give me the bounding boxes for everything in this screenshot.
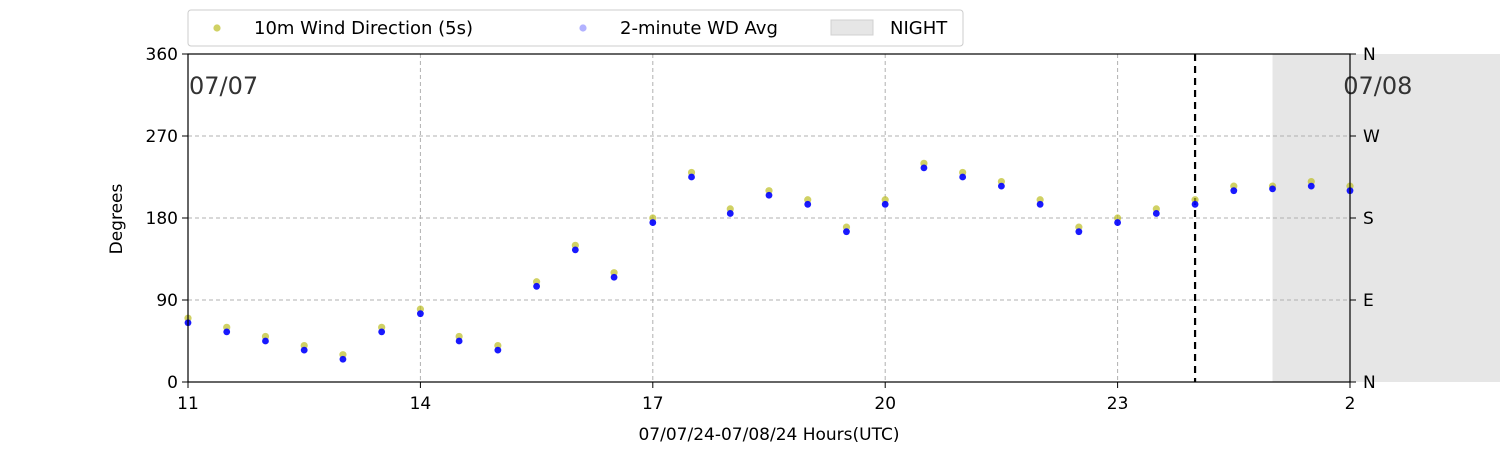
x-tick-label: 14: [410, 394, 432, 414]
day-label: 07/08: [1343, 72, 1412, 100]
data-point: [920, 164, 928, 172]
legend-label: 10m Wind Direction (5s): [254, 18, 473, 39]
data-point: [843, 228, 850, 236]
data-point: [1307, 182, 1315, 190]
legend-label: NIGHT: [890, 18, 948, 39]
x-tick-label: 23: [1107, 394, 1129, 414]
x-tick-label: 20: [874, 394, 896, 414]
data-point: [881, 200, 889, 208]
data-point: [300, 346, 308, 354]
data-point: [649, 219, 657, 226]
legend: 10m Wind Direction (5s) 2-minute WD Avg NI…: [187, 9, 964, 47]
data-point: [378, 328, 386, 336]
y2-tick-label: W: [1363, 127, 1380, 147]
data-point: [1191, 200, 1199, 208]
y2-tick-label: S: [1363, 209, 1374, 229]
x-tick-label: 2: [1345, 394, 1356, 414]
data-point: [1269, 185, 1276, 193]
day-label: 07/07: [189, 72, 258, 100]
data-point: [571, 246, 579, 254]
legend-label: 2-minute WD Avg: [620, 18, 778, 39]
night-span: [1272, 54, 1500, 382]
x-tick-label: 17: [642, 394, 664, 414]
y2-tick-label: E: [1363, 291, 1374, 311]
data-point: [1152, 210, 1160, 217]
data-point: [262, 337, 269, 345]
data-point: [726, 210, 734, 217]
x-axis-label: 07/07/24-07/08/24 Hours(UTC): [638, 425, 899, 445]
series-wind-direction-5s: [184, 159, 1354, 359]
y-tick-label: 0: [167, 373, 178, 393]
y2-tick-label: N: [1363, 373, 1376, 393]
data-point: [533, 282, 540, 290]
data-point: [804, 200, 812, 208]
data-point: [494, 346, 502, 354]
legend-marker: [579, 24, 587, 32]
legend-marker: [830, 19, 874, 36]
y-tick-label: 90: [156, 291, 178, 311]
data-point: [1036, 200, 1044, 208]
data-point: [610, 273, 618, 281]
legend-marker: [213, 24, 221, 32]
legend-box: [187, 9, 964, 47]
y2-tick-label: N: [1363, 45, 1376, 65]
data-point: [455, 337, 463, 345]
y-axis-label: Degrees: [107, 183, 127, 254]
x-tick-label: 11: [177, 394, 199, 414]
data-point: [223, 328, 231, 336]
tick-layer: 1114172023258111417202320N90E180S270W360…: [146, 45, 1380, 414]
data-point: [1075, 228, 1083, 236]
y-tick-label: 270: [146, 127, 178, 147]
y-tick-label: 360: [146, 45, 178, 65]
series-wd-2min-avg: [184, 164, 1354, 363]
data-point: [959, 173, 967, 181]
data-point: [417, 310, 424, 318]
data-point: [1114, 219, 1121, 226]
data-point: [688, 173, 695, 181]
data-point: [339, 355, 347, 363]
data-point: [765, 191, 773, 199]
data-point: [998, 182, 1005, 190]
night-layer: [1272, 54, 1500, 382]
y-tick-label: 180: [146, 209, 178, 229]
series-layer: 07/07 07/08: [184, 72, 1412, 363]
data-point: [1230, 187, 1238, 195]
